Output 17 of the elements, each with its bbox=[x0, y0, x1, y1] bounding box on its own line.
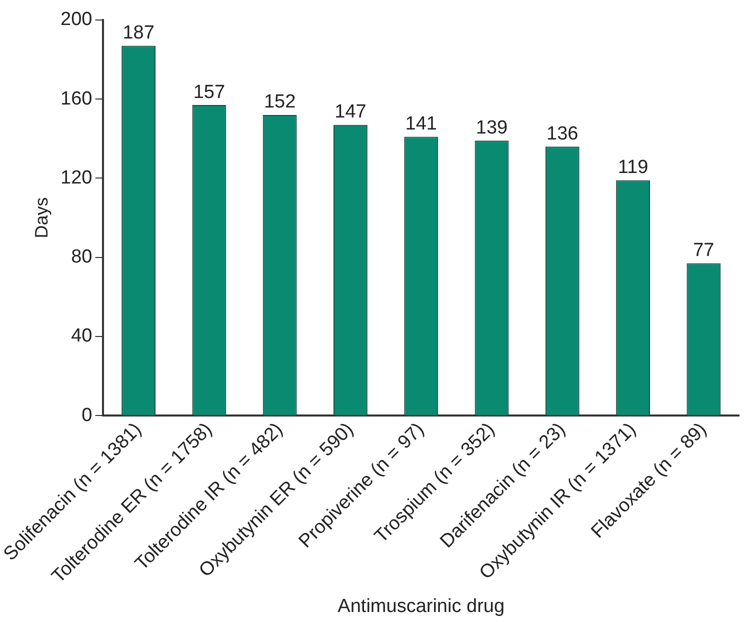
data-label: 136 bbox=[546, 123, 578, 144]
data-label: 139 bbox=[476, 117, 508, 138]
data-label: 141 bbox=[405, 113, 437, 134]
y-tick-label: 0 bbox=[82, 404, 92, 426]
data-label: 152 bbox=[264, 92, 296, 113]
y-tick-label: 120 bbox=[60, 167, 92, 188]
data-label: 187 bbox=[122, 22, 154, 44]
data-label: 147 bbox=[334, 102, 366, 123]
y-tick-label: 80 bbox=[71, 246, 92, 268]
y-tick-label: 40 bbox=[71, 326, 92, 347]
y-tick-label: 200 bbox=[60, 9, 92, 30]
data-label: 119 bbox=[618, 156, 648, 178]
y-tick-label: 160 bbox=[60, 88, 92, 110]
data-label: 77 bbox=[693, 240, 714, 262]
data-label: 157 bbox=[193, 82, 226, 103]
y-axis-title: Days bbox=[32, 197, 52, 238]
x-axis-title: Antimuscarinic drug bbox=[338, 596, 505, 617]
